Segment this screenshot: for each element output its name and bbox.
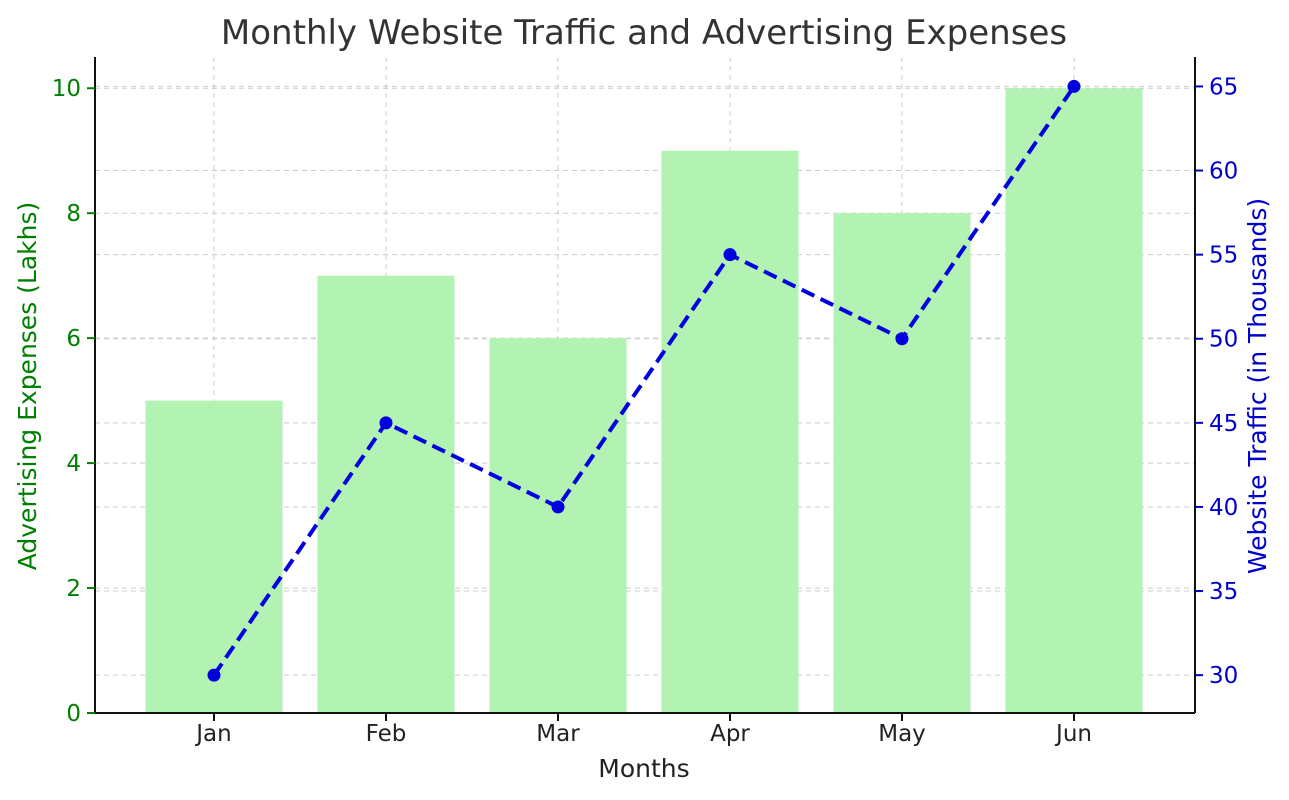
axis-layer — [87, 57, 1203, 721]
bar-may — [833, 213, 971, 713]
bar-jan — [145, 400, 283, 713]
y-right-tick-label-50: 50 — [1209, 327, 1238, 353]
x-tick-label-mar: Mar — [536, 721, 580, 747]
traffic-point-feb — [379, 416, 393, 430]
y-right-axis-title: Website Traffic (in Thousands) — [1243, 198, 1272, 574]
traffic-point-apr — [723, 248, 737, 262]
bar-feb — [317, 275, 455, 713]
traffic-point-jan — [207, 668, 221, 682]
y-left-tick-label-8: 8 — [66, 201, 81, 227]
y-right-tick-label-65: 65 — [1209, 74, 1238, 100]
label-layer: Monthly Website Traffic and Advertising … — [13, 13, 1272, 783]
bar-mar — [489, 338, 627, 713]
x-axis-title: Months — [598, 754, 689, 783]
traffic-point-jun — [1067, 79, 1081, 93]
bar-apr — [661, 150, 799, 713]
y-left-axis-title: Advertising Expenses (Lakhs) — [13, 202, 42, 571]
y-right-tick-label-30: 30 — [1209, 663, 1238, 689]
y-left-tick-label-4: 4 — [66, 451, 81, 477]
traffic-point-mar — [551, 500, 565, 514]
y-left-tick-label-10: 10 — [52, 76, 81, 102]
y-right-tick-label-40: 40 — [1209, 495, 1238, 521]
y-left-tick-label-6: 6 — [66, 326, 81, 352]
y-right-tick-label-45: 45 — [1209, 411, 1238, 437]
bar-jun — [1005, 88, 1143, 713]
x-tick-label-apr: Apr — [710, 721, 750, 747]
y-left-tick-label-0: 0 — [66, 701, 81, 727]
traffic-point-may — [895, 332, 909, 346]
x-tick-label-jan: Jan — [194, 721, 231, 747]
chart-title: Monthly Website Traffic and Advertising … — [221, 13, 1067, 53]
y-left-tick-label-2: 2 — [66, 576, 81, 602]
x-tick-label-jun: Jun — [1054, 721, 1092, 747]
x-tick-label-may: May — [878, 721, 926, 747]
x-tick-label-feb: Feb — [366, 721, 407, 747]
bar-layer — [145, 88, 1143, 713]
line-layer — [207, 79, 1081, 682]
y-right-tick-label-55: 55 — [1209, 243, 1238, 269]
y-right-tick-label-60: 60 — [1209, 159, 1238, 185]
y-right-tick-label-35: 35 — [1209, 579, 1238, 605]
traffic-line — [212, 85, 1076, 677]
